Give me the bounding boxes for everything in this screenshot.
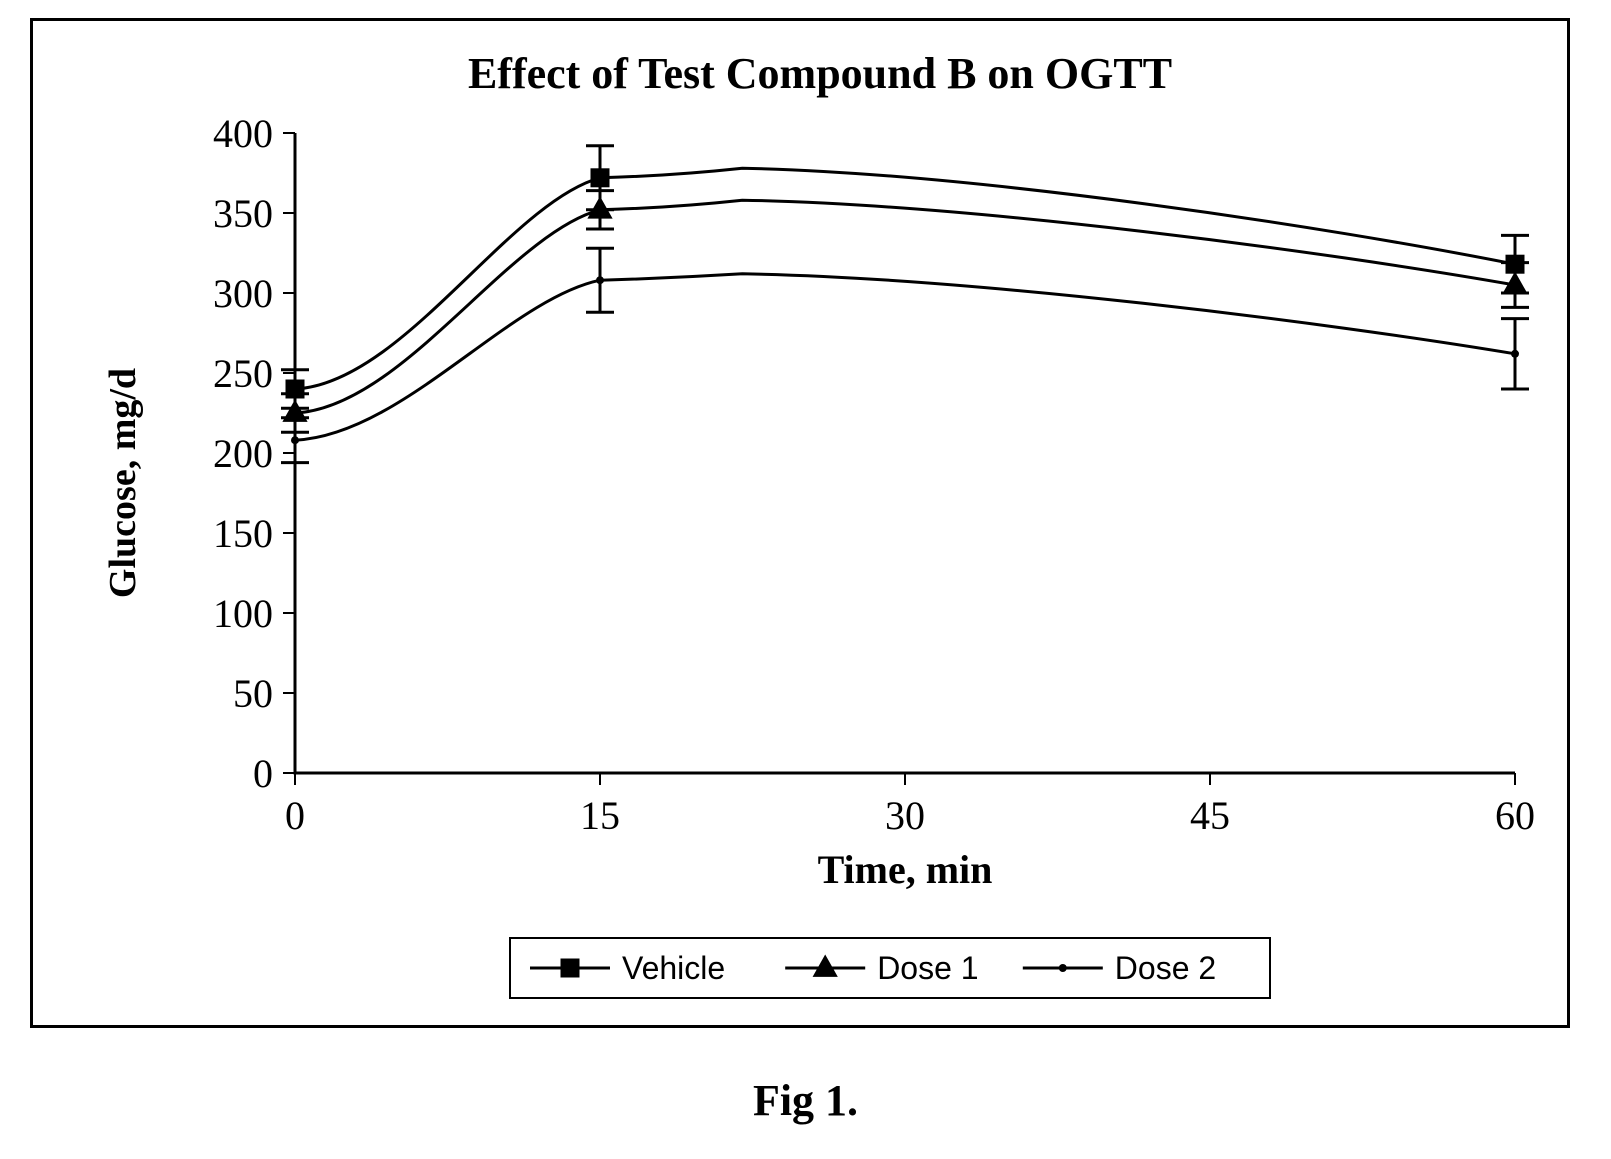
- y-tick-label: 150: [213, 511, 273, 556]
- marker-dot: [596, 276, 604, 284]
- series-vehicle: [281, 146, 1529, 408]
- x-tick-label: 30: [885, 793, 925, 838]
- legend-label: Vehicle: [622, 950, 725, 986]
- series-dose-1: [281, 191, 1529, 433]
- series-line: [295, 274, 1515, 440]
- axes: [295, 133, 1515, 773]
- y-tick-label: 200: [213, 431, 273, 476]
- y-tick-label: 300: [213, 271, 273, 316]
- x-tick-label: 0: [285, 793, 305, 838]
- y-tick-label: 250: [213, 351, 273, 396]
- x-axis-label: Time, min: [818, 847, 993, 892]
- marker-dot: [291, 436, 299, 444]
- y-tick-label: 0: [253, 751, 273, 796]
- marker-triangle: [588, 197, 612, 218]
- series-line: [295, 168, 1515, 389]
- y-tick-label: 400: [213, 111, 273, 156]
- x-tick-label: 45: [1190, 793, 1230, 838]
- figure-caption: Fig 1.: [0, 1075, 1611, 1126]
- series-dose-2: [281, 248, 1529, 462]
- legend-label: Dose 1: [877, 950, 978, 986]
- marker-square: [591, 169, 609, 187]
- x-tick-label: 15: [580, 793, 620, 838]
- y-axis-label: Glucose, mg/d: [102, 368, 144, 598]
- chart-title: Effect of Test Compound B on OGTT: [468, 49, 1172, 98]
- legend-label: Dose 2: [1115, 950, 1216, 986]
- marker-dot: [1511, 350, 1519, 358]
- marker-square: [561, 959, 579, 977]
- marker-dot: [1059, 964, 1067, 972]
- chart-svg: Effect of Test Compound B on OGTT 0 50 100 1…: [30, 18, 1570, 1028]
- y-tick-label: 50: [233, 671, 273, 716]
- y-tick-label: 350: [213, 191, 273, 236]
- x-tick-label: 60: [1495, 793, 1535, 838]
- y-tick-label: 100: [213, 591, 273, 636]
